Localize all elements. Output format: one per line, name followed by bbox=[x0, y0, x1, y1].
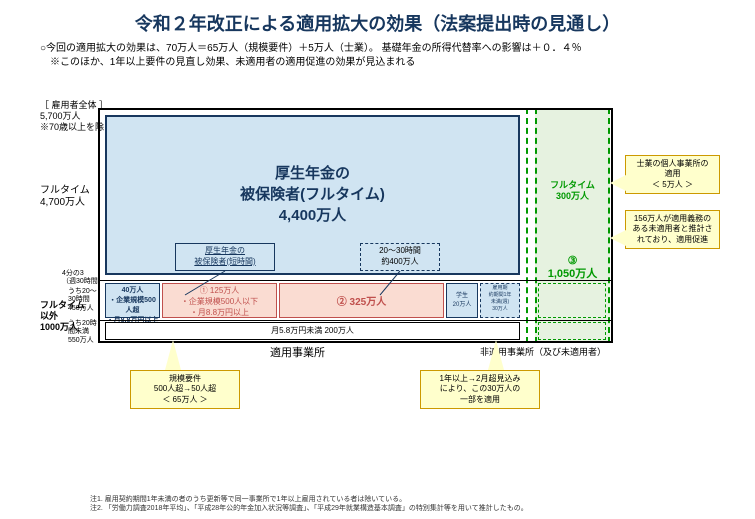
label-under20: うち20時 間未満 550万人 bbox=[68, 320, 97, 345]
callout-1year: 1年以上→2月超見込み により、この30万人の 一部を適用 bbox=[420, 370, 540, 409]
band-40: 40万人 ・企業規模500人超 ・月8.8万円以上 bbox=[105, 283, 160, 318]
band-125: ① 125万人 ・企業規模500人以下 ・月8.8万円以上 bbox=[162, 283, 277, 318]
diagram-area: ［ 雇用者全体 ］ 5,700万人 ※70歳以上を除く フルタイム 4,700万… bbox=[40, 100, 720, 430]
bottom-bar-right bbox=[538, 322, 606, 340]
callout-shigyou-arrow bbox=[610, 175, 626, 191]
label-covered: 適用事業所 bbox=[270, 347, 325, 360]
divider-line-2 bbox=[98, 320, 613, 321]
band-student: 学生 20万人 bbox=[446, 283, 478, 318]
note-2: 注2. 「労働力調査2018年平均」、「平成28年公的年金加入状況等調査」、「平… bbox=[90, 504, 528, 513]
subtitle: ○今回の適用拡大の効果は、70万人＝65万人（規模要件）＋5万人（士業）。 基礎… bbox=[0, 36, 755, 72]
callout-promote-arrow bbox=[610, 230, 626, 246]
callout-scale-arrow bbox=[165, 340, 181, 370]
callout-promote: 156万人が適用義務の ある未適用者と推計さ れており、適用促進 bbox=[625, 210, 720, 249]
band-right-green bbox=[538, 283, 606, 318]
callout-1year-arrow bbox=[488, 340, 504, 370]
page-title: 令和２年改正による適用拡大の効果（法案提出時の見通し） bbox=[0, 0, 755, 36]
footnotes: 注1. 雇用契約期間1年未満の者のうち更新等で同一事業所で1年以上雇用されている… bbox=[90, 495, 528, 513]
label-fulltime: フルタイム 4,700万人 bbox=[40, 185, 90, 209]
callout-shigyou: 士業の個人事業所の 適用 ＜ 5万人 ＞ bbox=[625, 155, 720, 194]
bottom-bar: 月5.8万円未満 200万人 bbox=[105, 322, 520, 340]
band-325: ② 325万人 bbox=[279, 283, 444, 318]
divider-line bbox=[98, 280, 613, 281]
note-1: 注1. 雇用契約期間1年未満の者のうち更新等で同一事業所で1年以上雇用されている… bbox=[90, 495, 528, 504]
subtitle-line2: ※このほか、1年以上要件の見直し効果、未適用者の適用促進の効果が見込まれる bbox=[40, 56, 715, 70]
band-contract: 雇用期 約期間1年 未満(週) 30万人 bbox=[480, 283, 520, 318]
subtitle-line1: ○今回の適用拡大の効果は、70万人＝65万人（規模要件）＋5万人（士業）。 基礎… bbox=[40, 42, 715, 56]
label-20-30: うち20～ 30時間 450万人 bbox=[68, 288, 97, 313]
callout-scale: 規模要件 500人超→50人超 ＜ 65万人 ＞ bbox=[130, 370, 240, 409]
